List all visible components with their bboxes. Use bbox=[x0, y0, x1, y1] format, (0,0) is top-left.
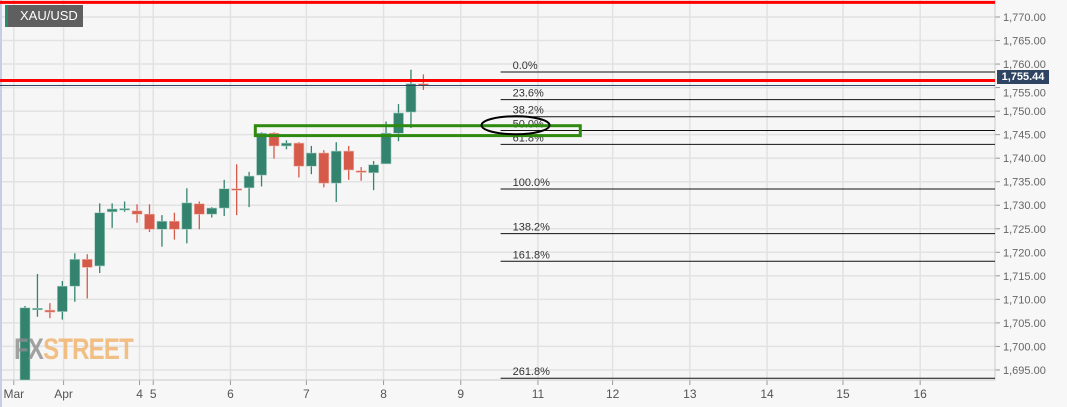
candle-bullish bbox=[256, 132, 267, 176]
candle-bearish bbox=[169, 220, 180, 230]
candle-bullish bbox=[281, 142, 292, 147]
y-tick-label: 1,700.00 bbox=[1003, 341, 1046, 353]
candle-bearish bbox=[144, 213, 155, 230]
candle-bearish bbox=[81, 259, 93, 268]
y-tick-label: 1,755.00 bbox=[1003, 88, 1046, 100]
candle-bullish bbox=[119, 208, 130, 211]
fib-level-label: 261.8% bbox=[513, 366, 551, 378]
candle-bullish bbox=[393, 112, 404, 134]
candle-bullish bbox=[306, 152, 317, 167]
symbol-label: XAU/USD bbox=[5, 5, 83, 27]
candle-bullish bbox=[330, 150, 342, 184]
y-tick-label: 1,760.00 bbox=[1003, 59, 1046, 71]
fib-level-label: 161.8% bbox=[513, 249, 551, 261]
candle-bearish bbox=[268, 132, 280, 147]
y-tick-label: 1,710.00 bbox=[1003, 294, 1046, 306]
support-zone-box bbox=[253, 124, 582, 138]
fib-level-label: 100.0% bbox=[513, 177, 551, 189]
candle-bullish bbox=[206, 207, 218, 215]
y-tick-label: 1,740.00 bbox=[1003, 153, 1046, 165]
fib-level-label: 138.2% bbox=[513, 222, 551, 234]
fib-level-label: 23.6% bbox=[513, 88, 544, 100]
y-tick-label: 1,730.00 bbox=[1003, 200, 1046, 212]
y-tick-label: 1,720.00 bbox=[1003, 247, 1046, 259]
x-tick-label: 14 bbox=[760, 387, 774, 401]
y-tick-label: 1,695.00 bbox=[1003, 365, 1046, 377]
fib-level-label: 38.2% bbox=[513, 105, 544, 117]
x-tick-label: 8 bbox=[380, 387, 387, 401]
candle-bullish bbox=[57, 285, 68, 312]
x-tick-label: 16 bbox=[913, 387, 927, 401]
y-tick-label: 1,715.00 bbox=[1003, 271, 1046, 283]
y-tick-label: 1,770.00 bbox=[1003, 12, 1046, 24]
x-tick-label: Mar bbox=[3, 387, 24, 401]
x-tick-label: 5 bbox=[150, 387, 157, 401]
candle-bullish bbox=[69, 259, 81, 287]
y-tick-label: 1,735.00 bbox=[1003, 177, 1046, 189]
x-tick-label: 6 bbox=[227, 387, 234, 401]
logo-fx: FX bbox=[14, 333, 44, 366]
candle-bearish bbox=[343, 150, 355, 171]
candle-bearish bbox=[44, 309, 56, 313]
candle-bullish bbox=[94, 212, 105, 267]
x-tick-label: 15 bbox=[836, 387, 850, 401]
candle-bearish bbox=[131, 210, 143, 215]
x-tick-label: 9 bbox=[457, 387, 464, 401]
x-tick-label: 13 bbox=[683, 387, 697, 401]
candle-bullish bbox=[405, 83, 417, 113]
x-tick-label: 11 bbox=[532, 387, 545, 401]
candle-bullish bbox=[380, 132, 392, 165]
candle-bullish bbox=[243, 175, 255, 189]
candle-bearish bbox=[194, 203, 205, 215]
x-tick-label: 7 bbox=[303, 387, 310, 401]
logo-street: STREET bbox=[43, 333, 134, 366]
candle-bullish bbox=[106, 208, 118, 213]
candle-bullish bbox=[368, 164, 379, 174]
candle-bearish bbox=[293, 142, 305, 167]
candle-bullish bbox=[32, 308, 43, 311]
candle-bullish bbox=[181, 202, 193, 230]
candle-bullish bbox=[156, 220, 168, 230]
y-tick-label: 1,745.00 bbox=[1003, 130, 1046, 142]
y-tick-label: 1,725.00 bbox=[1003, 224, 1046, 236]
x-tick-label: Apr bbox=[54, 387, 73, 401]
candle-bearish bbox=[231, 188, 242, 191]
current-price-tag: 1,755.44 bbox=[997, 70, 1049, 84]
y-tick-label: 1,765.00 bbox=[1003, 36, 1046, 48]
x-tick-label: 4 bbox=[136, 387, 143, 401]
candle-bullish bbox=[218, 188, 230, 209]
fxstreet-logo: FXSTREET bbox=[14, 333, 134, 367]
candle-bullish bbox=[19, 307, 31, 381]
x-tick-label: 12 bbox=[606, 387, 620, 401]
candle-bearish bbox=[355, 170, 367, 173]
y-tick-label: 1,705.00 bbox=[1003, 318, 1046, 330]
y-tick-label: 1,750.00 bbox=[1003, 106, 1046, 118]
fib-level-label: 0.0% bbox=[513, 60, 538, 72]
highlight-ellipse bbox=[480, 115, 551, 136]
candle-bearish bbox=[318, 152, 330, 184]
